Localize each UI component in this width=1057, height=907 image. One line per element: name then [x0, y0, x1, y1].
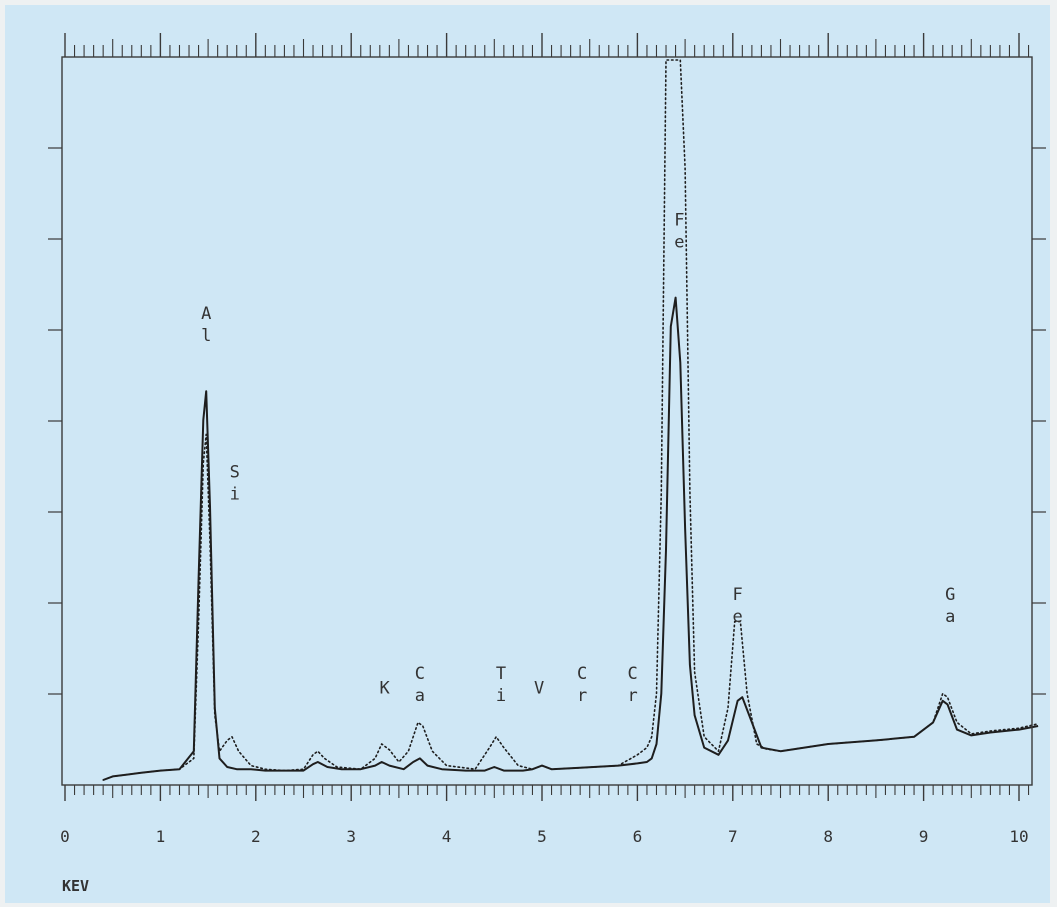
x-tick-label: 10: [1009, 827, 1028, 846]
element-label: Cr: [577, 664, 587, 706]
x-tick-label: 9: [919, 827, 929, 846]
element-label-letter: A: [201, 304, 211, 324]
element-label-letter: F: [674, 211, 684, 231]
element-label: Fe: [732, 585, 742, 627]
element-label-letter: e: [674, 233, 684, 253]
element-label-letter: a: [415, 686, 425, 706]
element-label: Ca: [415, 664, 425, 706]
element-label: Fe: [674, 211, 684, 253]
element-label-letter: S: [230, 463, 240, 483]
tick-labels: 0 1 2 3 4 5 6 7 8 9 10: [60, 827, 1028, 846]
dotted-spectrum-line: [102, 59, 1039, 781]
plot-background: [5, 5, 1050, 903]
x-tick-label: 4: [442, 827, 452, 846]
element-label: Al: [201, 304, 211, 346]
x-tick-label: 6: [633, 827, 643, 846]
element-label-letter: r: [628, 686, 638, 706]
element-label-letter: T: [496, 664, 506, 684]
series-layer: [102, 59, 1039, 781]
element-label-letter: e: [732, 607, 742, 627]
x-tick-label: 1: [156, 827, 166, 846]
element-label-letter: C: [628, 664, 638, 684]
x-tick-label: 7: [728, 827, 738, 846]
element-label-letter: i: [496, 686, 506, 706]
element-label-letter: C: [577, 664, 587, 684]
element-label: V: [534, 679, 544, 699]
x-tick-label: 8: [823, 827, 833, 846]
element-label-letter: C: [415, 664, 425, 684]
element-label-letter: r: [577, 686, 587, 706]
element-label-letter: l: [201, 326, 211, 346]
element-label-letter: V: [534, 679, 544, 699]
x-tick-label: 2: [251, 827, 261, 846]
plot-frame: [61, 56, 1033, 786]
element-label: Si: [230, 463, 240, 505]
x-tick-label: 5: [537, 827, 547, 846]
element-label-letter: G: [945, 585, 955, 605]
tick-marks: [48, 33, 1046, 801]
element-label: Cr: [628, 664, 638, 706]
element-label-letter: K: [379, 679, 390, 699]
element-label-letter: F: [732, 585, 742, 605]
element-label: Ti: [496, 664, 506, 706]
x-tick-label: 3: [346, 827, 356, 846]
element-label: K: [379, 679, 390, 699]
element-label-letter: i: [230, 485, 240, 505]
element-label-letter: a: [945, 607, 955, 627]
element-label: Ga: [945, 585, 955, 627]
x-tick-label: 0: [60, 827, 70, 846]
x-axis-unit-label: KEV: [62, 877, 89, 895]
